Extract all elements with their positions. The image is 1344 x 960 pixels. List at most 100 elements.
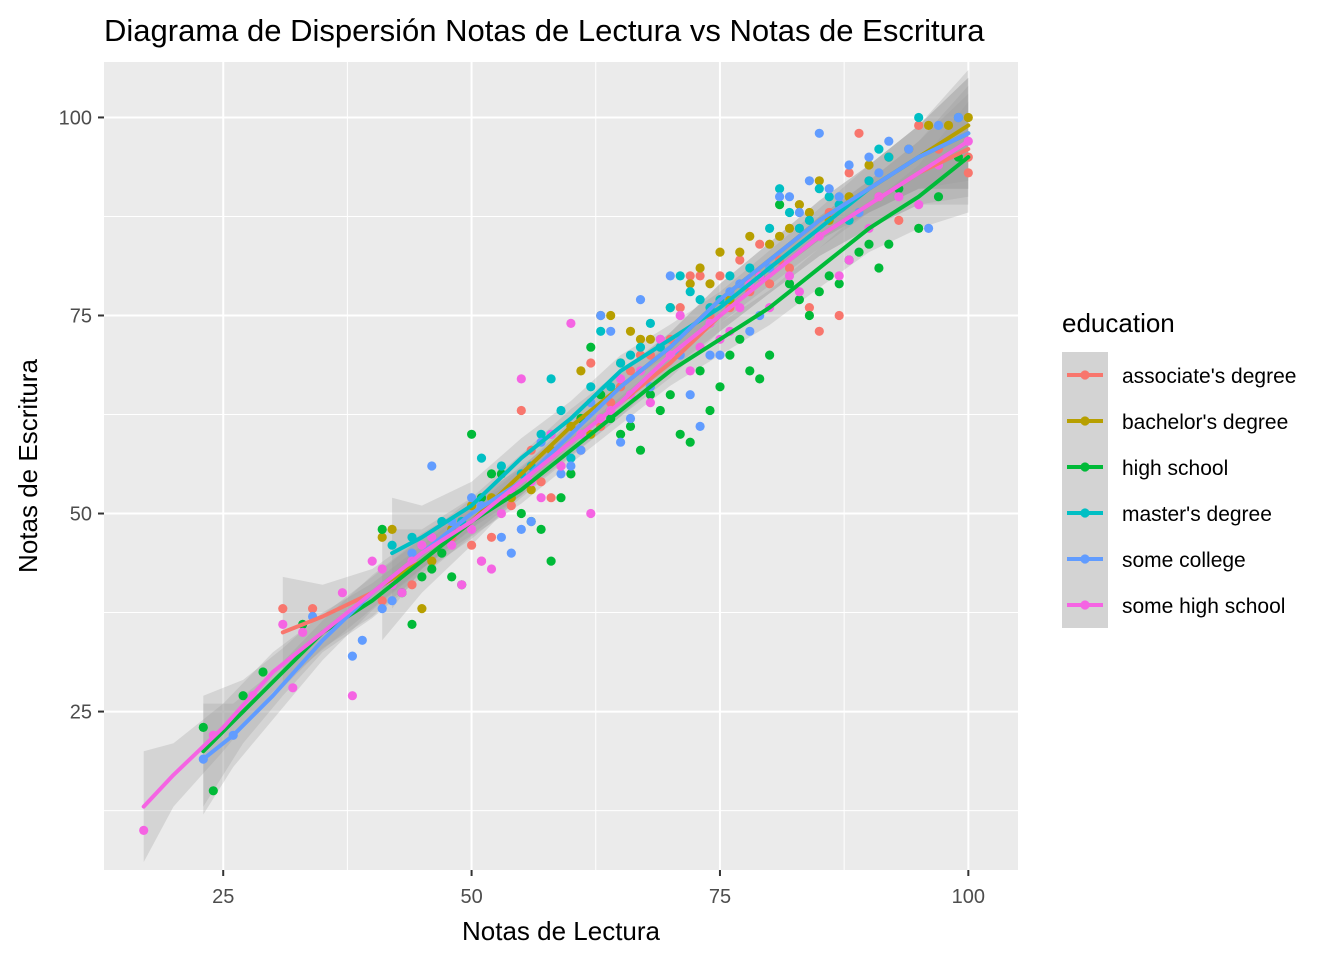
data-point [963, 112, 973, 123]
data-point [884, 239, 894, 249]
data-point [625, 421, 636, 431]
legend-key-point [1080, 370, 1090, 380]
data-point [377, 564, 387, 574]
data-point [844, 160, 854, 170]
data-point [427, 556, 437, 566]
data-point [874, 263, 884, 273]
data-point [566, 461, 576, 471]
data-point [933, 120, 944, 130]
legend-key-point [1080, 416, 1090, 426]
data-point [377, 524, 387, 535]
data-point [914, 120, 924, 130]
y-tick-label: 100 [59, 107, 92, 129]
data-point [427, 532, 437, 542]
data-point [735, 247, 745, 257]
data-point [397, 588, 407, 598]
data-point [894, 215, 904, 225]
data-point [765, 239, 775, 249]
data-point [914, 223, 924, 233]
data-point [486, 469, 497, 479]
data-point [586, 508, 596, 519]
data-point [864, 176, 874, 186]
data-point [844, 168, 854, 178]
data-point [804, 310, 815, 321]
data-point [794, 200, 805, 210]
data-point [556, 493, 566, 503]
data-point [616, 358, 626, 368]
data-point [824, 271, 834, 281]
data-point [506, 548, 516, 558]
data-point [606, 310, 616, 321]
data-point [804, 303, 815, 313]
data-point [457, 580, 467, 590]
data-point [675, 310, 685, 321]
data-point [625, 413, 636, 424]
y-axis-label: Notas de Escritura [13, 359, 43, 573]
x-axis-label: Notas de Lectura [462, 916, 661, 946]
data-point [486, 564, 497, 574]
data-point [288, 683, 298, 693]
data-point [775, 200, 785, 210]
data-point [635, 342, 646, 352]
data-point [814, 184, 824, 194]
data-point [566, 453, 576, 463]
data-point [576, 366, 586, 376]
data-point [735, 255, 745, 265]
data-point [695, 271, 705, 281]
data-point [516, 374, 526, 384]
data-point [566, 318, 576, 328]
data-point [407, 619, 417, 630]
data-point [625, 366, 636, 376]
data-point [745, 366, 755, 376]
series-line [141, 139, 971, 809]
data-point [616, 374, 626, 384]
data-point [695, 263, 705, 273]
data-point [616, 437, 626, 447]
data-point [854, 128, 864, 138]
data-point [357, 635, 367, 645]
data-point [665, 271, 675, 281]
data-point [784, 207, 795, 218]
data-point [963, 168, 973, 178]
data-point [695, 421, 705, 431]
data-point [685, 287, 695, 297]
data-point [536, 477, 546, 487]
data-point [347, 691, 357, 701]
data-point [784, 223, 795, 233]
data-point [367, 556, 377, 566]
data-point [476, 453, 487, 463]
data-point [635, 295, 646, 305]
data-point [467, 524, 477, 535]
legend-label: bachelor's degree [1122, 411, 1288, 434]
data-point [794, 295, 805, 305]
data-point [546, 493, 556, 503]
data-point [427, 564, 437, 574]
data-point [755, 239, 765, 249]
data-point [884, 152, 894, 162]
data-point [635, 334, 646, 344]
x-tick-label: 100 [952, 886, 985, 908]
data-point [705, 279, 715, 289]
data-point [874, 144, 884, 154]
data-point [854, 247, 864, 257]
data-point [745, 326, 755, 336]
data-point [407, 548, 417, 558]
data-point [645, 318, 656, 328]
legend-label: master's degree [1122, 503, 1272, 526]
data-point [546, 556, 556, 566]
data-point [258, 667, 268, 677]
data-point [377, 596, 387, 606]
data-point [238, 691, 248, 701]
data-point [576, 445, 586, 455]
data-point [377, 532, 387, 542]
data-point [645, 398, 656, 408]
legend-label: some high school [1122, 595, 1285, 618]
data-point [546, 374, 556, 384]
data-point [437, 548, 447, 558]
data-point [784, 271, 795, 281]
data-point [904, 144, 914, 154]
data-point [536, 493, 546, 503]
data-point [695, 295, 705, 305]
data-point [715, 247, 725, 257]
data-point [705, 350, 715, 360]
